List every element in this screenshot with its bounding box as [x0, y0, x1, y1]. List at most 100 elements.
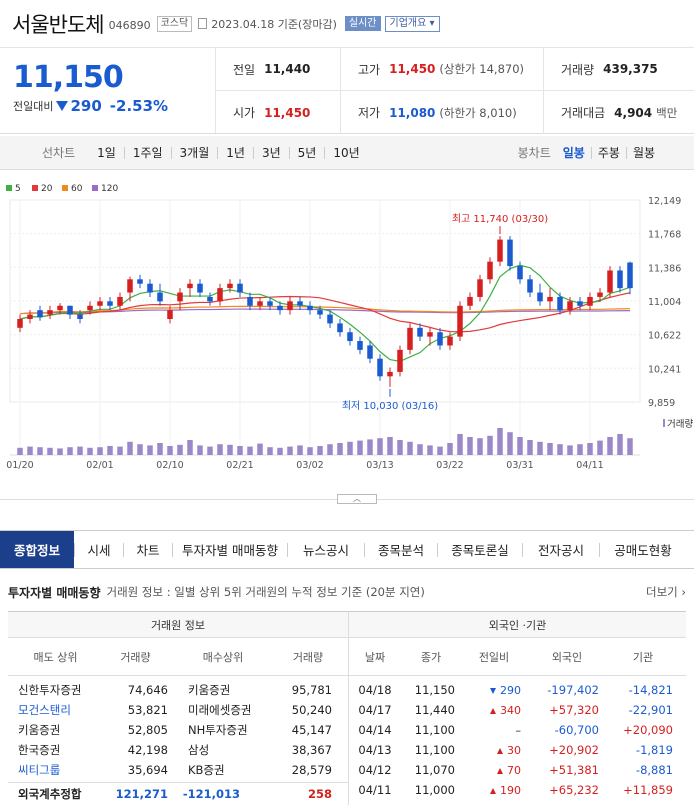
tab-item[interactable]: 종목분석: [377, 543, 424, 558]
sell-volume: 42,198: [127, 743, 168, 757]
y-tick-label: 10,622: [648, 331, 681, 342]
volume-bar: [247, 446, 253, 455]
candle-body: [17, 318, 23, 328]
total-label: 외국계추정합: [18, 787, 82, 801]
volume-bar: [407, 441, 413, 455]
volume-bar: [397, 440, 403, 455]
foreign-rows: 04/18 11,150 290 -197,402 -14,821 04/17 11,440…: [349, 676, 686, 800]
candle-options: 일봉 주봉 월봉: [557, 145, 661, 160]
tab-item[interactable]: 뉴스공시: [302, 543, 349, 558]
flow-institution: -22,901: [628, 703, 673, 717]
candle-option[interactable]: 일봉: [557, 146, 592, 159]
legend-swatch: [92, 185, 98, 191]
candle-body: [467, 296, 473, 306]
flow-foreign: +20,902: [549, 743, 599, 757]
period-option[interactable]: 3개월: [172, 146, 219, 159]
period-option[interactable]: 10년: [333, 145, 360, 160]
broker-row: 한국증권 42,198 삼성 38,367: [8, 740, 348, 760]
volume-bar: [147, 445, 153, 455]
chart-expand-button[interactable]: ︿: [337, 494, 377, 504]
flow-institution: -14,821: [628, 683, 673, 697]
candle-body: [417, 327, 423, 337]
period-option[interactable]: 1일: [89, 146, 125, 159]
candle-body: [577, 301, 583, 306]
up-arrow-icon: [497, 747, 503, 754]
period-option[interactable]: 1년: [218, 146, 254, 159]
flow-close: 11,100: [414, 743, 455, 757]
buy-broker[interactable]: 미래에셋증권: [188, 703, 252, 717]
broker-row: 씨티그룹 35,694 KB증권 28,579: [8, 760, 348, 780]
candle-body: [297, 301, 303, 306]
tab-item[interactable]: 전자공시: [537, 543, 584, 558]
flow-institution: +20,090: [623, 723, 673, 737]
buy-broker[interactable]: KB증권: [188, 763, 225, 777]
volume-bar: [427, 445, 433, 455]
price-cell-label: 시가: [233, 106, 256, 120]
stock-header: 서울반도체 046890 코스닥 2023.04.18 기준(장마감) 실시간 …: [0, 0, 694, 48]
volume-bar: [377, 438, 383, 455]
investor-tables: 거래원 정보 매도 상위 거래량 매수상위 거래량 신한투자증권 74,646 키움…: [8, 611, 686, 805]
volume-bar: [107, 446, 113, 455]
candle-body: [367, 345, 373, 359]
buy-broker[interactable]: NH투자증권: [188, 723, 248, 737]
col-sell-top: 매도 상위: [33, 650, 78, 664]
period-option[interactable]: 5년: [290, 146, 326, 159]
price-cell-label: 거래량: [561, 62, 595, 77]
sell-broker[interactable]: 씨티그룹: [18, 763, 61, 777]
more-link[interactable]: 더보기 ›: [646, 585, 686, 599]
col-foreign: 외국인: [551, 650, 583, 664]
col-diff: 전일비: [478, 650, 510, 664]
price-plot-area: [9, 199, 641, 403]
volume-bar: [187, 440, 193, 455]
sell-broker[interactable]: 한국증권: [18, 743, 61, 757]
volume-bar: [507, 432, 513, 455]
broker-total-row: 외국계추정합 121,271 -121,013 258: [8, 782, 348, 805]
candle-body: [567, 301, 573, 311]
price-cell: 고가 11,450 (상한가 14,870): [341, 48, 544, 91]
volume-bar: [447, 443, 453, 455]
company-info-button[interactable]: 기업개요 ▾: [384, 15, 440, 32]
candle-body: [237, 283, 243, 293]
foreign-table-title: 외국인 ·기관: [349, 612, 686, 638]
volume-bar: [557, 444, 563, 455]
buy-broker[interactable]: 삼성: [188, 743, 210, 757]
candle-body: [377, 358, 383, 377]
sell-broker[interactable]: 키움증권: [18, 723, 61, 737]
candle-body: [57, 305, 63, 311]
volume-bar: [207, 446, 213, 455]
period-options: 1일 1주일 3개월 1년 3년 5년 10년: [89, 145, 368, 160]
tab-item[interactable]: 공매도현황: [614, 543, 672, 558]
candle-body: [627, 262, 633, 289]
current-price: 11,150: [13, 60, 124, 95]
volume-bar: [257, 443, 263, 455]
foreign-row: 04/13 11,100 30 +20,902 -1,819: [349, 740, 686, 760]
sell-broker[interactable]: 신한투자증권: [18, 683, 82, 697]
realtime-button[interactable]: 실시간: [344, 16, 381, 31]
tab-divider: [364, 542, 365, 557]
price-cell-label: 고가: [358, 62, 381, 77]
volume-bar: [517, 437, 523, 455]
tab-item[interactable]: 투자자별 매매동향: [182, 543, 278, 558]
low-annotation: 최저 10,030 (03/16): [342, 400, 438, 412]
flow-close: 11,440: [414, 703, 455, 717]
volume-bar: [197, 445, 203, 455]
buy-broker[interactable]: 키움증권: [188, 683, 231, 697]
tab-item[interactable]: 종합정보: [0, 531, 74, 568]
tab-item[interactable]: 종목토론실: [451, 543, 509, 558]
volume-bar: [287, 446, 293, 455]
volume-bar: [547, 443, 553, 455]
candlestick-chart[interactable]: 5 20 60 120 12,149 11,768 11,386 11,004 10,622 10…: [0, 170, 694, 500]
candle-body: [127, 279, 133, 293]
sell-broker[interactable]: 모건스탠리: [18, 703, 71, 717]
volume-bar: [307, 447, 313, 455]
col-institution: 기관: [632, 650, 654, 664]
period-option[interactable]: 1주일: [125, 146, 172, 159]
flow-close: 11,100: [414, 723, 455, 737]
period-option[interactable]: 3년: [254, 146, 290, 159]
candle-option[interactable]: 주봉: [592, 146, 627, 159]
candle-body: [217, 288, 223, 302]
tab-item[interactable]: 차트: [136, 543, 160, 558]
candle-option[interactable]: 월봉: [632, 145, 656, 160]
tab-item[interactable]: 시세: [87, 543, 111, 558]
ma20-line: [19, 292, 631, 333]
